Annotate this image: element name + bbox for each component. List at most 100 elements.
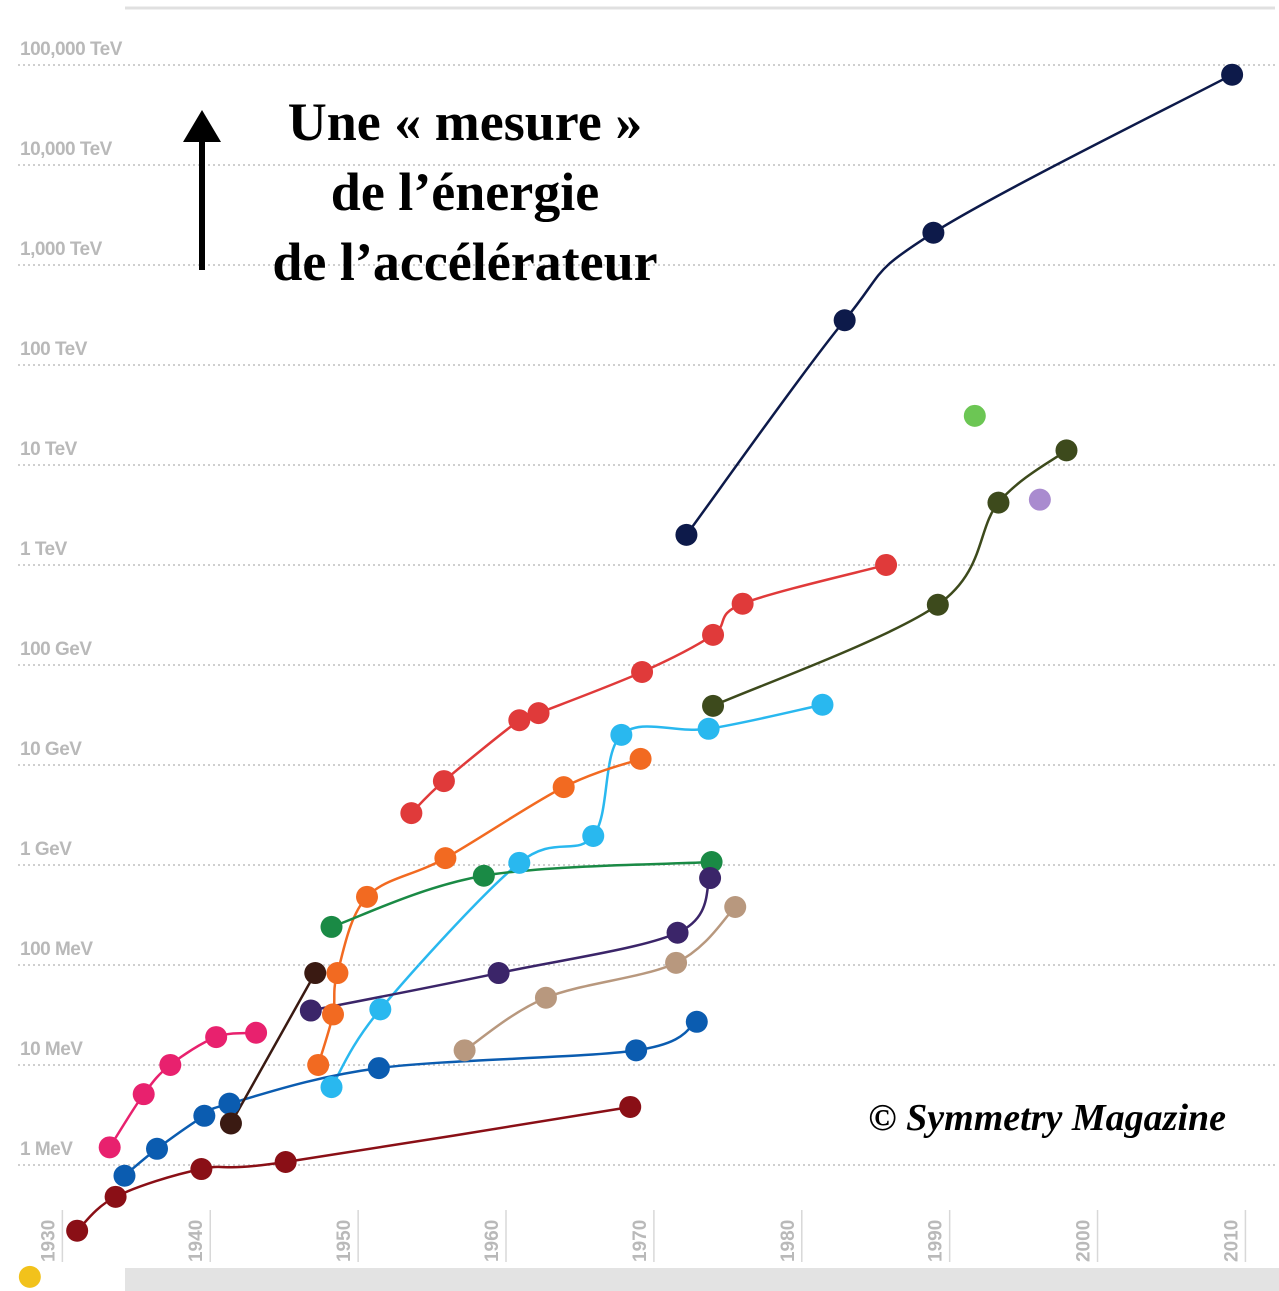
y-tick-label: 100,000 TeV	[20, 39, 123, 60]
y-tick-label: 10 MeV	[20, 1039, 83, 1060]
data-point	[190, 1158, 213, 1181]
grid: 1 MeV 10 MeV 100 MeV 1 GeV 10 GeV 100 GeV 1 Te…	[18, 39, 1275, 1262]
data-point	[666, 921, 689, 944]
data-point	[18, 1265, 41, 1288]
data-point	[875, 553, 898, 576]
data-point	[699, 867, 722, 890]
series-line	[685, 73, 1233, 536]
bottom-band	[125, 1268, 1279, 1291]
data-point	[926, 593, 949, 616]
data-point	[665, 951, 688, 974]
x-tick-label: 2000	[1074, 1220, 1095, 1262]
y-tick-label: 100 TeV	[20, 339, 88, 360]
y-tick-label: 1,000 TeV	[20, 239, 103, 260]
data-point	[193, 1104, 216, 1127]
data-point	[700, 851, 723, 874]
credit: © Symmetry Magazine	[868, 1097, 1226, 1139]
data-point	[1055, 439, 1078, 462]
data-point	[702, 623, 725, 646]
data-point	[1028, 488, 1051, 511]
data-point	[508, 709, 531, 732]
x-tick-label: 1940	[186, 1220, 207, 1262]
x-tick-label: 2010	[1221, 1220, 1242, 1262]
y-tick-label: 10 TeV	[20, 439, 78, 460]
y-tick-label: 10,000 TeV	[20, 139, 113, 160]
x-tick-label: 1980	[778, 1220, 799, 1262]
data-point	[453, 1039, 476, 1062]
data-point	[304, 962, 327, 985]
data-point	[610, 723, 633, 746]
data-point	[432, 770, 455, 793]
data-point	[320, 1076, 343, 1099]
data-point	[731, 592, 754, 615]
series-line	[463, 906, 737, 1052]
data-point	[367, 1057, 390, 1080]
x-tick-label: 1930	[38, 1220, 59, 1262]
series-line	[410, 563, 887, 814]
data-point	[724, 895, 747, 918]
data-point	[1221, 63, 1244, 86]
data-point	[245, 1021, 268, 1044]
data-point	[274, 1151, 297, 1174]
data-point	[146, 1137, 169, 1160]
data-point	[98, 1136, 121, 1159]
y-tick-label: 100 MeV	[20, 939, 93, 960]
data-point	[326, 962, 349, 985]
data-point	[685, 1010, 708, 1033]
data-point	[307, 1053, 330, 1076]
data-point	[66, 1219, 89, 1242]
data-point	[987, 491, 1010, 514]
data-point	[582, 824, 605, 847]
x-tick-label: 1960	[482, 1220, 503, 1262]
annotation: Une « mesure »	[288, 92, 642, 152]
data-point	[369, 998, 392, 1021]
data-point	[320, 915, 343, 938]
data-point	[159, 1053, 182, 1076]
data-point	[508, 851, 531, 874]
data-point	[631, 661, 654, 684]
data-point	[675, 523, 698, 546]
y-tick-label: 1 MeV	[20, 1139, 73, 1160]
data-point	[697, 717, 720, 740]
data-point	[132, 1083, 155, 1106]
y-tick-label: 1 GeV	[20, 839, 72, 860]
data-point	[400, 802, 423, 825]
data-point	[629, 747, 652, 770]
data-point	[356, 885, 379, 908]
data-point	[321, 1003, 344, 1026]
data-point	[113, 1164, 136, 1187]
data-point	[552, 776, 575, 799]
data-point	[487, 962, 510, 985]
data-point	[922, 221, 945, 244]
y-tick-label: 100 GeV	[20, 639, 92, 660]
series-line	[712, 449, 1068, 707]
arrow-head	[183, 110, 221, 142]
y-tick-label: 10 GeV	[20, 739, 82, 760]
data-point	[625, 1039, 648, 1062]
data-point	[702, 694, 725, 717]
data-point	[472, 864, 495, 887]
data-point	[963, 404, 986, 427]
data-point	[104, 1185, 127, 1208]
x-tick-label: 1950	[334, 1220, 355, 1262]
annotation: de l’énergie	[331, 162, 599, 222]
x-tick-label: 1990	[926, 1220, 947, 1262]
data-point	[619, 1095, 642, 1118]
data-point	[527, 702, 550, 725]
data-point	[299, 999, 322, 1022]
x-tick-label: 1970	[630, 1220, 651, 1262]
data-point	[534, 986, 557, 1009]
data-point	[218, 1092, 241, 1115]
data-point	[219, 1112, 242, 1135]
data-point	[833, 309, 856, 332]
series-line	[229, 972, 317, 1125]
series-line	[310, 877, 712, 1012]
series-line	[76, 1105, 631, 1232]
series-line	[330, 703, 823, 1088]
y-tick-label: 1 TeV	[20, 539, 68, 560]
data-point	[205, 1026, 228, 1049]
data-point	[434, 847, 457, 870]
annotation: de l’accélérateur	[272, 232, 657, 292]
data-point	[811, 693, 834, 716]
